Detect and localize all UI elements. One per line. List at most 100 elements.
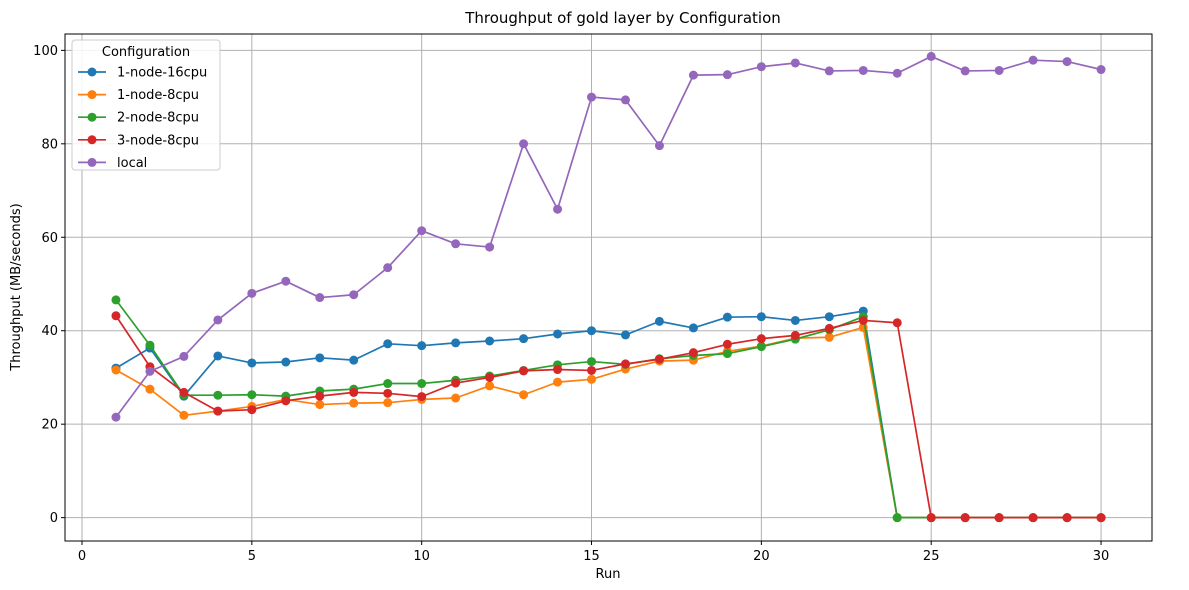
data-point <box>417 226 426 235</box>
data-point <box>349 290 358 299</box>
data-point <box>519 334 528 343</box>
data-point <box>417 392 426 401</box>
x-tick-label: 15 <box>583 549 600 564</box>
data-point <box>757 334 766 343</box>
data-point <box>383 389 392 398</box>
data-point <box>349 388 358 397</box>
legend-label: 1-node-8cpu <box>117 88 199 103</box>
data-point <box>213 391 222 400</box>
data-point <box>315 353 324 362</box>
data-point <box>519 139 528 148</box>
data-point <box>791 316 800 325</box>
data-point <box>213 315 222 324</box>
data-point <box>417 379 426 388</box>
data-point <box>757 62 766 71</box>
legend-title: Configuration <box>102 45 190 60</box>
data-point <box>655 141 664 150</box>
data-point <box>859 316 868 325</box>
data-point <box>485 381 494 390</box>
data-point <box>587 326 596 335</box>
data-point <box>689 323 698 332</box>
y-tick-label: 20 <box>41 418 58 433</box>
y-tick-label: 0 <box>50 511 58 526</box>
chart-title: Throughput of gold layer by Configuratio… <box>464 9 781 27</box>
data-point <box>145 385 154 394</box>
legend-marker <box>88 68 97 77</box>
data-point <box>553 365 562 374</box>
data-point <box>893 69 902 78</box>
data-point <box>383 398 392 407</box>
data-point <box>961 513 970 522</box>
data-point <box>553 205 562 214</box>
data-point <box>247 358 256 367</box>
data-point <box>1029 513 1038 522</box>
data-point <box>349 356 358 365</box>
data-point <box>1063 57 1072 66</box>
data-point <box>825 324 834 333</box>
data-point <box>519 390 528 399</box>
data-point <box>553 329 562 338</box>
data-point <box>655 317 664 326</box>
legend-label: 3-node-8cpu <box>117 133 199 148</box>
data-point <box>451 379 460 388</box>
data-point <box>213 407 222 416</box>
y-tick-label: 40 <box>41 324 58 339</box>
data-point <box>485 337 494 346</box>
data-point <box>1097 513 1106 522</box>
data-point <box>587 357 596 366</box>
x-tick-label: 0 <box>78 549 86 564</box>
data-point <box>247 289 256 298</box>
data-point <box>723 349 732 358</box>
data-point <box>247 390 256 399</box>
data-point <box>859 66 868 75</box>
data-point <box>111 311 120 320</box>
data-point <box>689 348 698 357</box>
y-tick-label: 60 <box>41 231 58 246</box>
data-point <box>655 355 664 364</box>
data-point <box>791 58 800 67</box>
data-point <box>315 293 324 302</box>
x-tick-label: 30 <box>1093 549 1110 564</box>
data-point <box>723 313 732 322</box>
legend: Configuration1-node-16cpu1-node-8cpu2-no… <box>72 40 220 171</box>
data-point <box>757 342 766 351</box>
data-point <box>621 330 630 339</box>
data-point <box>349 399 358 408</box>
legend-label: local <box>117 156 147 171</box>
x-tick-label: 25 <box>923 549 940 564</box>
data-point <box>451 338 460 347</box>
data-point <box>145 341 154 350</box>
data-point <box>587 366 596 375</box>
data-point <box>757 312 766 321</box>
data-point <box>1097 65 1106 74</box>
data-point <box>179 352 188 361</box>
data-point <box>111 365 120 374</box>
y-axis-title: Throughput (MB/seconds) <box>9 203 24 371</box>
data-point <box>145 367 154 376</box>
data-point <box>927 513 936 522</box>
data-point <box>451 394 460 403</box>
data-point <box>247 405 256 414</box>
data-point <box>825 66 834 75</box>
y-tick-label: 80 <box>41 137 58 152</box>
data-point <box>621 359 630 368</box>
data-point <box>621 95 630 104</box>
x-tick-label: 10 <box>413 549 430 564</box>
data-point <box>927 52 936 61</box>
data-point <box>587 375 596 384</box>
data-point <box>281 396 290 405</box>
data-point <box>1029 56 1038 65</box>
data-point <box>315 392 324 401</box>
legend-marker <box>88 113 97 122</box>
data-point <box>791 331 800 340</box>
data-point <box>315 400 324 409</box>
data-point <box>179 411 188 420</box>
data-point <box>1063 513 1072 522</box>
data-point <box>213 351 222 360</box>
legend-marker <box>88 158 97 167</box>
data-point <box>689 71 698 80</box>
legend-label: 2-node-8cpu <box>117 111 199 126</box>
data-point <box>553 378 562 387</box>
legend-marker <box>88 90 97 99</box>
